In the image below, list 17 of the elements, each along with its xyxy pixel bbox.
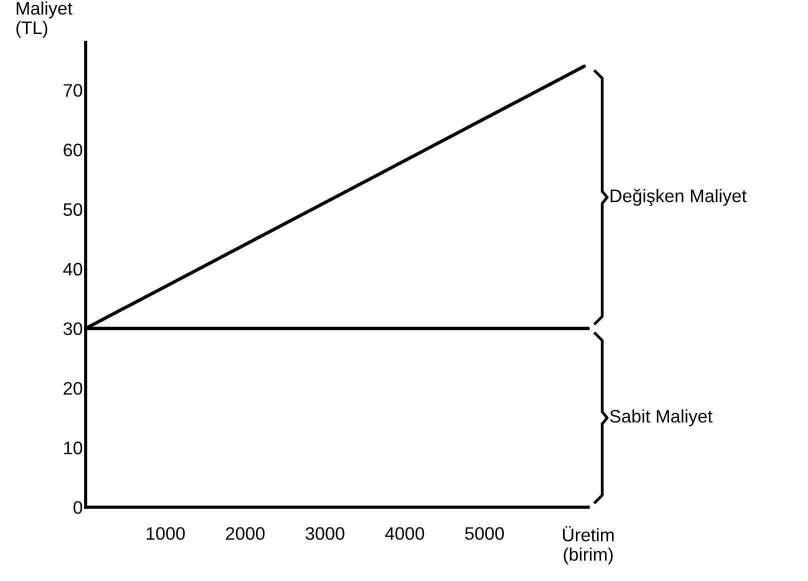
x-axis-title: Üretim (birim) [563, 526, 614, 564]
x-tick-label: 4000 [385, 527, 424, 540]
x-tick-label: 1000 [146, 527, 185, 540]
y-tick-label: 30 [63, 322, 82, 336]
y-tick-label: 60 [64, 144, 82, 156]
y-axis-title: Maliyet (TL) [16, 1, 72, 38]
y-tick-label: 0 [74, 501, 82, 514]
text: Sabit Maliyet [610, 409, 712, 426]
x-tick-label: 5000 [465, 527, 504, 540]
y-tick-label: 10 [64, 442, 82, 454]
y-tick-label: 70 [64, 84, 82, 97]
y-tick-label: 40 [63, 262, 82, 276]
text: Değişken Maliyet [610, 188, 747, 206]
y-tick-label: 50 [64, 203, 82, 216]
x-tick-label: 3000 [306, 527, 344, 540]
y-tick-label: 20 [64, 382, 82, 395]
x-tick-label: 2000 [226, 527, 265, 540]
